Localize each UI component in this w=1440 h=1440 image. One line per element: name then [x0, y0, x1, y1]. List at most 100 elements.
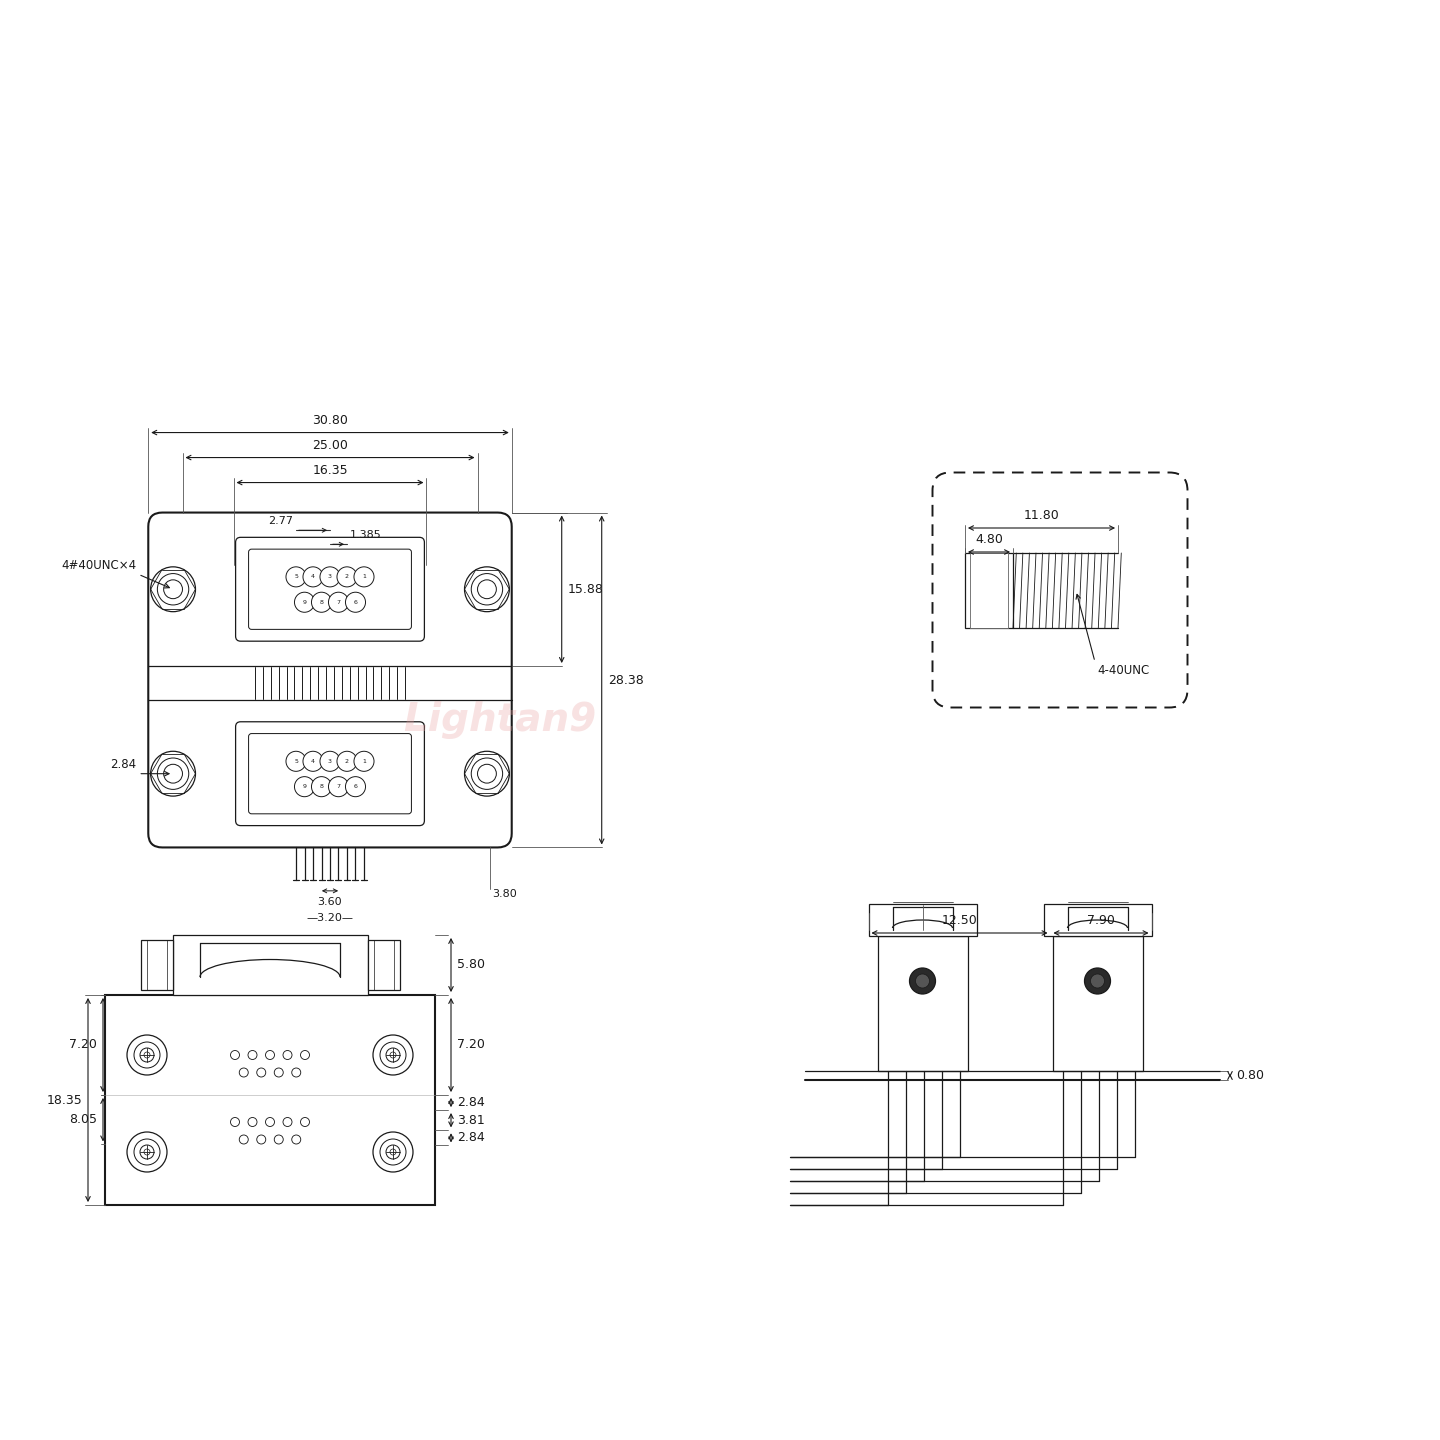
Circle shape	[386, 1145, 400, 1159]
Text: 4: 4	[311, 575, 315, 579]
Circle shape	[302, 567, 323, 588]
FancyBboxPatch shape	[249, 549, 412, 629]
Circle shape	[294, 592, 314, 612]
Circle shape	[256, 1135, 266, 1143]
Circle shape	[1084, 968, 1110, 994]
Text: 25.00: 25.00	[312, 439, 348, 452]
Circle shape	[144, 1053, 150, 1058]
Text: 7.20: 7.20	[456, 1038, 485, 1051]
Circle shape	[354, 567, 374, 588]
Circle shape	[320, 752, 340, 772]
Text: 6: 6	[354, 785, 357, 789]
FancyBboxPatch shape	[933, 472, 1188, 707]
Circle shape	[337, 752, 357, 772]
Text: 5: 5	[294, 575, 298, 579]
FancyBboxPatch shape	[933, 472, 1188, 707]
Circle shape	[151, 567, 196, 612]
Text: 1: 1	[361, 759, 366, 763]
Text: 3: 3	[328, 575, 333, 579]
Circle shape	[1090, 973, 1104, 988]
Text: 9: 9	[302, 599, 307, 605]
Text: 1.385: 1.385	[350, 530, 382, 540]
Circle shape	[134, 1043, 160, 1068]
FancyBboxPatch shape	[148, 513, 511, 848]
Text: 11.80: 11.80	[1024, 508, 1060, 521]
Circle shape	[292, 1068, 301, 1077]
FancyBboxPatch shape	[249, 733, 412, 814]
FancyBboxPatch shape	[236, 537, 425, 641]
Circle shape	[373, 1132, 413, 1172]
Circle shape	[328, 776, 348, 796]
Text: 4.80: 4.80	[975, 533, 1002, 546]
Circle shape	[373, 1035, 413, 1076]
Text: 5: 5	[294, 759, 298, 763]
FancyBboxPatch shape	[236, 721, 425, 825]
Circle shape	[478, 765, 497, 783]
Text: 18.35: 18.35	[46, 1093, 82, 1106]
Text: —3.20—: —3.20—	[307, 913, 353, 923]
Circle shape	[230, 1117, 239, 1126]
Text: 8.05: 8.05	[69, 1113, 96, 1126]
Text: 15.88: 15.88	[567, 583, 603, 596]
Text: 12.50: 12.50	[942, 914, 978, 927]
Text: 0.80: 0.80	[1236, 1068, 1264, 1081]
Text: 8: 8	[320, 599, 324, 605]
Circle shape	[380, 1139, 406, 1165]
Text: 3.81: 3.81	[456, 1113, 485, 1126]
Circle shape	[302, 752, 323, 772]
Circle shape	[354, 752, 374, 772]
Circle shape	[471, 573, 503, 605]
Circle shape	[265, 1051, 275, 1060]
Circle shape	[320, 567, 340, 588]
Circle shape	[471, 757, 503, 789]
Text: 28.38: 28.38	[608, 674, 644, 687]
Circle shape	[157, 573, 189, 605]
Circle shape	[239, 1068, 248, 1077]
Circle shape	[287, 752, 307, 772]
Circle shape	[478, 580, 497, 599]
Text: 6: 6	[354, 599, 357, 605]
Circle shape	[265, 1117, 275, 1126]
Text: 2: 2	[346, 759, 348, 763]
Circle shape	[328, 592, 348, 612]
Bar	[877, 936, 968, 1071]
Bar	[1053, 936, 1142, 1071]
Circle shape	[386, 1048, 400, 1063]
Circle shape	[256, 1068, 266, 1077]
Bar	[105, 995, 435, 1205]
Text: 7: 7	[337, 599, 340, 605]
Text: 9: 9	[302, 785, 307, 789]
Text: 7: 7	[337, 785, 340, 789]
Circle shape	[910, 968, 936, 994]
Circle shape	[284, 1051, 292, 1060]
Circle shape	[239, 1135, 248, 1143]
Circle shape	[346, 592, 366, 612]
Text: 4-40UNC: 4-40UNC	[1097, 664, 1149, 677]
Circle shape	[230, 1051, 239, 1060]
Text: 7.90: 7.90	[1087, 914, 1115, 927]
Circle shape	[346, 776, 366, 796]
Bar	[1044, 904, 1152, 936]
Text: 2.84: 2.84	[456, 1096, 485, 1109]
Text: 7.20: 7.20	[69, 1038, 96, 1051]
Circle shape	[292, 1135, 301, 1143]
Text: 3.80: 3.80	[491, 888, 517, 899]
Circle shape	[465, 567, 510, 612]
Circle shape	[144, 1149, 150, 1155]
Circle shape	[248, 1117, 256, 1126]
Circle shape	[380, 1043, 406, 1068]
Text: 2.77: 2.77	[268, 517, 292, 526]
Circle shape	[127, 1132, 167, 1172]
Text: 2: 2	[346, 575, 348, 579]
FancyBboxPatch shape	[933, 472, 1188, 707]
Circle shape	[248, 1051, 256, 1060]
Text: 8: 8	[320, 785, 324, 789]
Text: 5.80: 5.80	[456, 959, 485, 972]
Circle shape	[311, 592, 331, 612]
Circle shape	[274, 1135, 284, 1143]
Text: 1: 1	[361, 575, 366, 579]
Circle shape	[916, 973, 929, 988]
Circle shape	[465, 752, 510, 796]
Circle shape	[134, 1139, 160, 1165]
Circle shape	[301, 1117, 310, 1126]
